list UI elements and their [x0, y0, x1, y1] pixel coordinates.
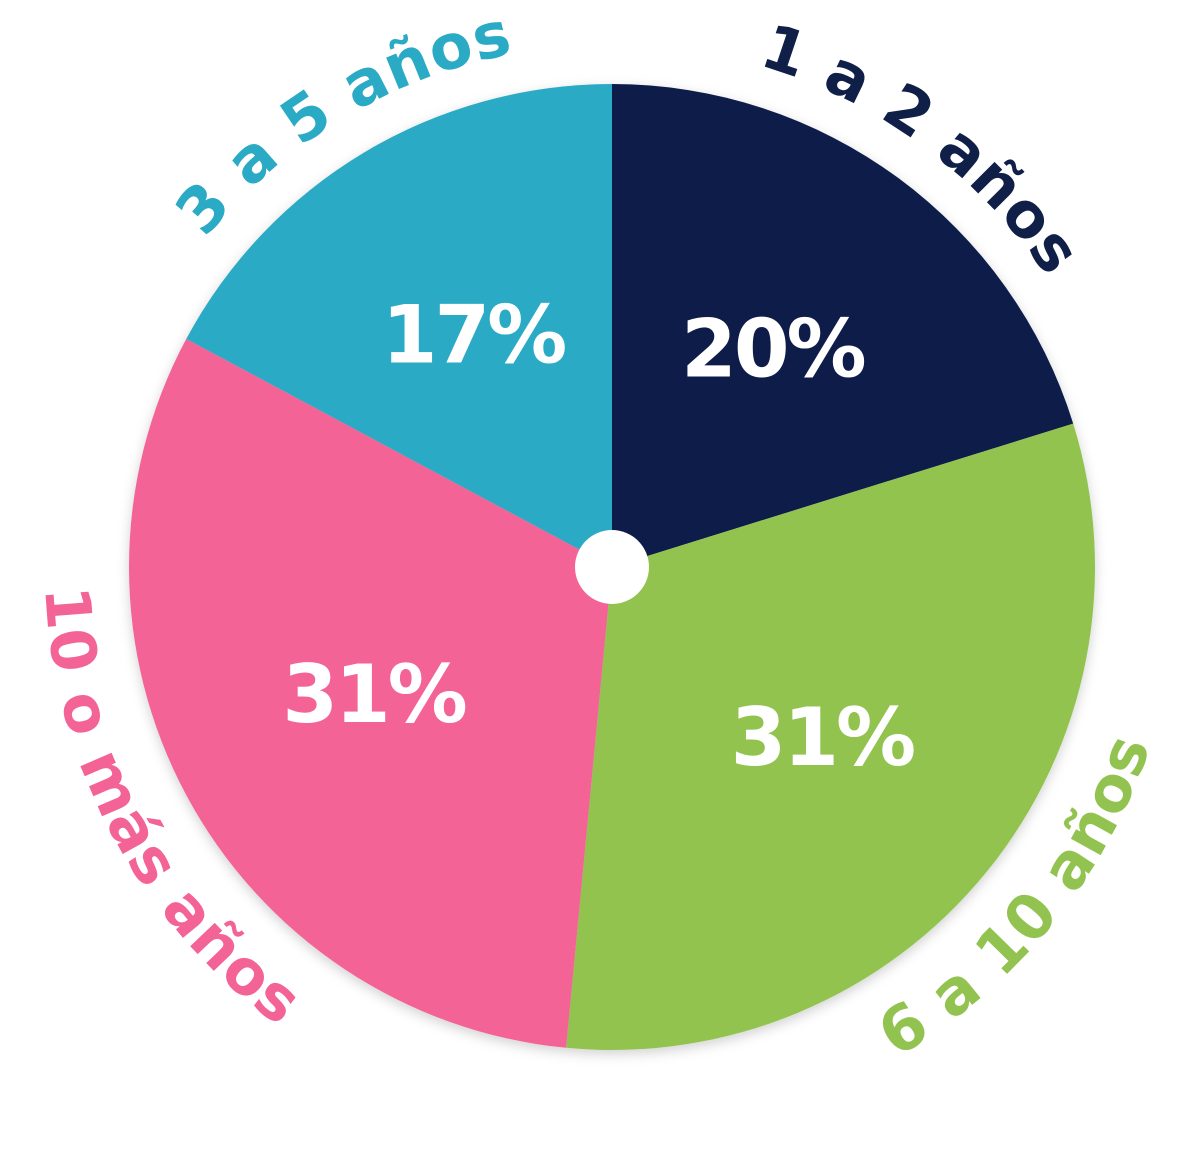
- pie-slice-3-a-5-anos: [186, 84, 612, 567]
- value-label-1-a-2-anos: 20%: [681, 303, 864, 396]
- pie-slice-10-o-mas-anos: [129, 338, 612, 1048]
- pie-slices: [129, 84, 1096, 1050]
- value-label-10-o-mas-anos: 31%: [282, 648, 465, 741]
- center-hole: [575, 530, 649, 604]
- pie-slice-6-a-10-anos: [566, 423, 1096, 1050]
- value-label-6-a-10-anos: 31%: [731, 691, 914, 784]
- pie-slice-1-a-2-anos: [612, 84, 1074, 567]
- value-label-3-a-5-anos: 17%: [382, 288, 565, 381]
- value-labels: 20% 31% 31% 17%: [282, 288, 917, 784]
